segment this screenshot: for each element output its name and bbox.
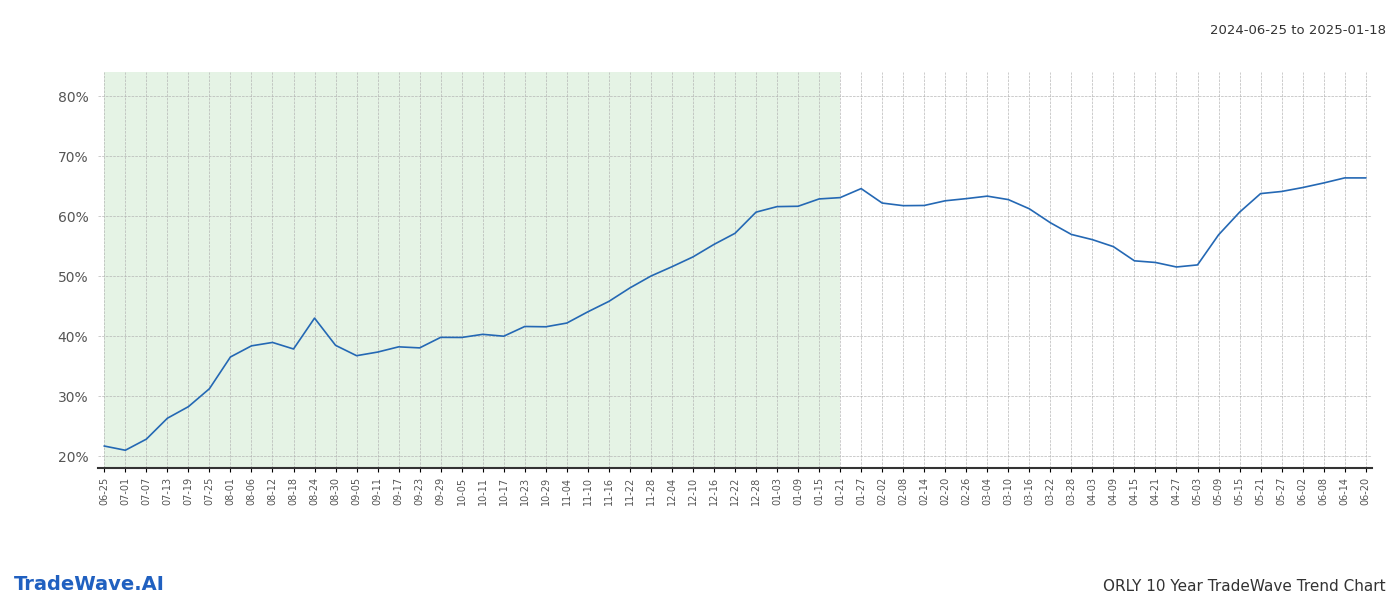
Text: TradeWave.AI: TradeWave.AI xyxy=(14,575,165,594)
Text: 2024-06-25 to 2025-01-18: 2024-06-25 to 2025-01-18 xyxy=(1210,24,1386,37)
Bar xyxy=(105,72,840,468)
Text: ORLY 10 Year TradeWave Trend Chart: ORLY 10 Year TradeWave Trend Chart xyxy=(1103,579,1386,594)
